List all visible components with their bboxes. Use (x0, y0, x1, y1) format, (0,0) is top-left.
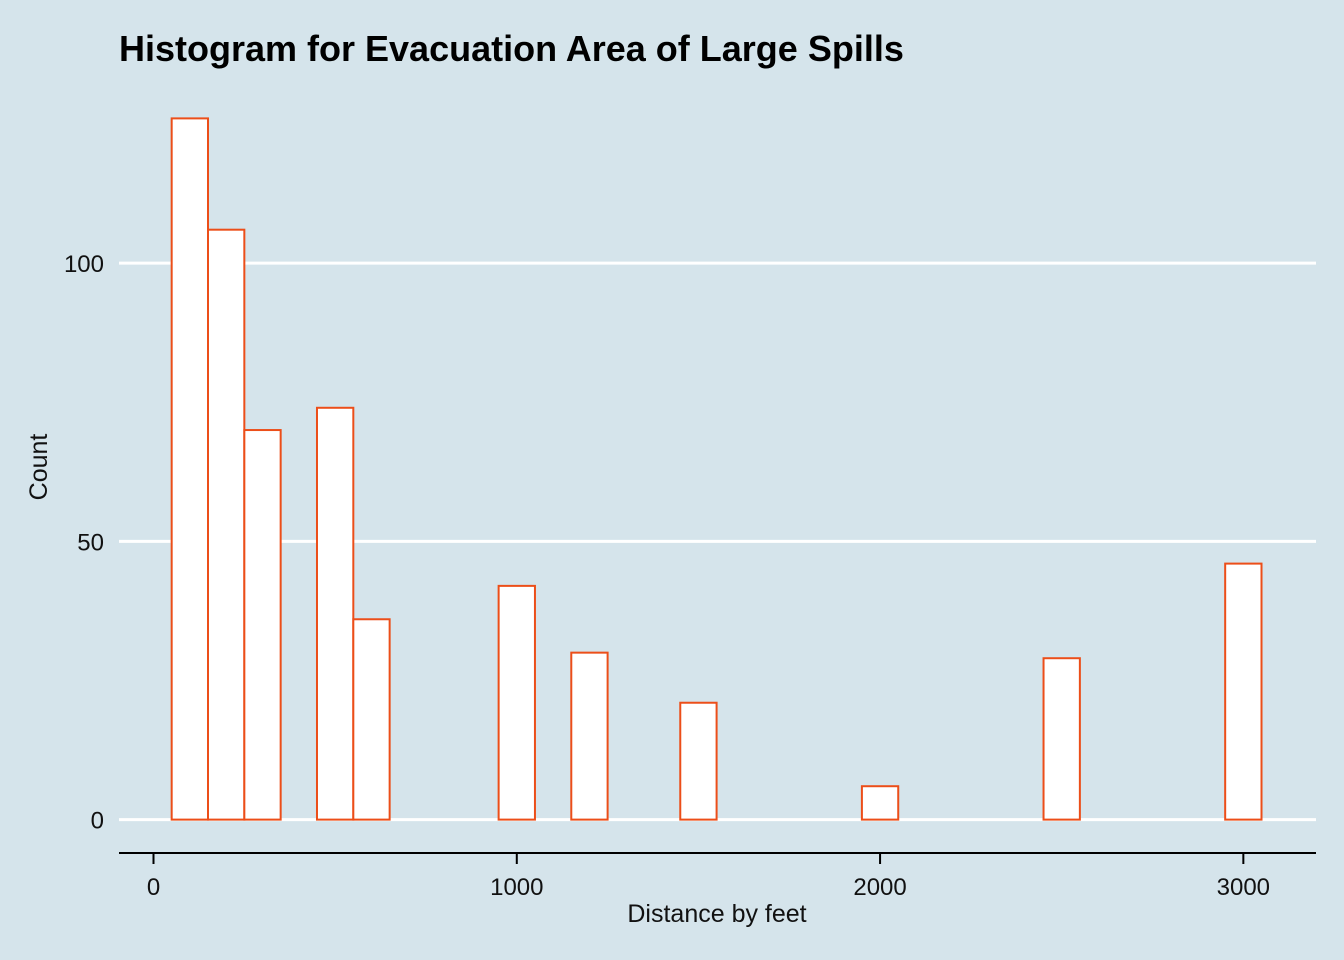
histogram-bar-19 (860, 785, 900, 821)
histogram-bar-0 (170, 117, 210, 821)
histogram-bar-5 (352, 618, 391, 821)
histogram-bar-1 (207, 228, 246, 821)
x-tick-label-3000: 3000 (1217, 874, 1270, 901)
y-tick-label-0: 0 (91, 808, 104, 835)
histogram-bar-24 (1042, 657, 1081, 821)
histogram-bar-2 (243, 429, 282, 821)
bars-layer (170, 117, 1263, 821)
y-axis-title: Count (25, 434, 53, 501)
y-tick-label-50: 50 (77, 529, 104, 556)
histogram-bar-29 (1224, 562, 1263, 821)
x-tick-label-0: 0 (147, 874, 160, 901)
histogram-bar-14 (679, 701, 718, 821)
histogram-bar-11 (570, 651, 609, 821)
x-tick-label-1000: 1000 (490, 874, 543, 901)
chart-title: Histogram for Evacuation Area of Large S… (119, 28, 904, 69)
y-tick-label-100: 100 (64, 251, 104, 278)
y-tick-labels: 0 50 100 (64, 251, 104, 835)
x-axis-title: Distance by feet (627, 900, 806, 928)
x-axis: 0 1000 2000 3000 (119, 852, 1316, 901)
histogram-bar-9 (497, 584, 536, 821)
histogram-bar-4 (315, 406, 355, 821)
x-tick-label-2000: 2000 (853, 874, 906, 901)
